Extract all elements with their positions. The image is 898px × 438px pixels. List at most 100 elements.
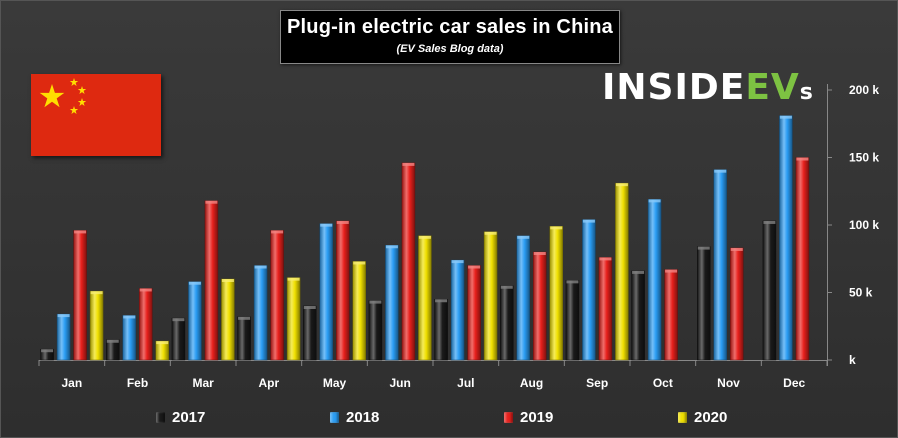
bar-cap <box>418 235 431 239</box>
bar-cap <box>188 281 201 285</box>
bar-cap <box>599 257 612 261</box>
bar-2017-aug <box>500 285 514 361</box>
bar-2017-oct <box>631 270 645 361</box>
bar-2017-mar <box>171 317 186 361</box>
bar-cap <box>57 314 70 318</box>
x-tick-label: Jul <box>457 376 474 390</box>
y-axis-ticks: k 50 k 100 k 150 k 200 k <box>849 83 879 367</box>
bar-cap <box>402 162 415 166</box>
bar-2017-jul <box>434 299 448 361</box>
bar-2019-dec <box>795 157 810 361</box>
bar-2019-jun <box>401 162 416 361</box>
bar-cap <box>451 260 464 264</box>
bar-cap <box>533 252 546 255</box>
legend-label: 2017 <box>172 408 206 426</box>
bar-2017-sep <box>565 280 580 361</box>
bar-2019-oct <box>664 269 678 361</box>
bar-cap <box>796 157 809 161</box>
bar-cap <box>303 306 316 309</box>
bar-2018-sep <box>582 219 596 361</box>
bar-cap <box>763 220 776 224</box>
bar-cap <box>550 226 563 230</box>
x-axis-labels: Jan Feb Mar Apr May Jun Jul Aug Sep Oct Nov Dec <box>61 376 805 390</box>
y-tick-label: 150 k <box>849 151 879 165</box>
bar-2019-sep <box>598 257 613 361</box>
bar-2019-aug <box>533 251 547 361</box>
flag-small-star-4 <box>69 106 79 114</box>
chart-bars <box>40 115 810 361</box>
legend-swatch <box>504 411 513 423</box>
bar-2019-nov <box>730 247 744 361</box>
x-tick-label: Mar <box>192 376 214 390</box>
bar-2020-sep <box>615 182 629 361</box>
bar-cap <box>484 231 497 235</box>
legend-label: 2020 <box>694 408 728 426</box>
chart-axes <box>38 84 832 366</box>
bar-2020-aug <box>549 226 563 361</box>
bar-cap <box>221 279 234 282</box>
bar-cap <box>369 300 382 304</box>
x-tick-label: Jun <box>389 376 410 390</box>
bar-cap <box>254 265 267 269</box>
legend-label: 2019 <box>520 408 554 426</box>
bar-2017-apr <box>237 316 251 361</box>
bar-2018-aug <box>516 235 530 361</box>
bar-2020-jul <box>483 231 498 361</box>
x-tick-label: Dec <box>783 376 805 390</box>
chart-subtitle: (EV Sales Blog data) <box>396 43 504 55</box>
bar-2018-jun <box>385 245 399 361</box>
flag-small-star-1 <box>69 78 79 86</box>
bar-cap <box>697 246 710 250</box>
legend-label: 2018 <box>346 408 380 426</box>
insideevs-logo: INSIDEEVs <box>602 67 814 108</box>
x-tick-label: Nov <box>717 376 740 390</box>
bar-cap <box>582 219 595 223</box>
bar-2018-may <box>319 223 333 361</box>
flag-small-star-2 <box>77 86 87 94</box>
x-tick-label: Apr <box>258 376 279 390</box>
bar-cap <box>123 315 136 319</box>
bar-cap <box>238 316 251 320</box>
y-tick-label: 100 k <box>849 218 879 232</box>
bar-2018-dec <box>779 115 793 361</box>
bar-2020-mar <box>221 278 235 361</box>
bar-2018-nov <box>713 169 727 361</box>
bar-cap <box>139 288 152 292</box>
bar-2017-dec <box>762 220 777 361</box>
bar-cap <box>336 220 349 224</box>
bar-2018-oct <box>647 199 662 361</box>
y-tick-label: 50 k <box>849 286 873 300</box>
legend-item-2018: 2018 <box>330 405 379 429</box>
bar-2019-may <box>336 220 350 361</box>
bar-2019-mar <box>204 200 219 361</box>
chart-title: Plug-in electric car sales in China <box>286 16 613 38</box>
bar-2017-feb <box>106 339 120 361</box>
bar-cap <box>632 270 645 274</box>
bar-cap <box>271 230 284 234</box>
bar-cap <box>320 223 333 227</box>
x-tick-label: Aug <box>520 376 543 390</box>
bar-2018-jan <box>56 313 71 361</box>
bar-2018-mar <box>188 281 202 361</box>
bar-cap <box>287 277 300 281</box>
bar-2017-jun <box>368 300 383 361</box>
legend-swatch <box>156 411 165 423</box>
bar-cap <box>468 265 481 269</box>
bar-cap <box>730 247 743 251</box>
bar-cap <box>615 183 628 187</box>
bar-2020-jun <box>418 235 432 361</box>
bar-cap <box>156 341 169 345</box>
chart-legend: 2017 2018 2019 2020 <box>1 405 897 429</box>
bar-cap <box>353 261 366 265</box>
title-box: Plug-in electric car sales in China (EV … <box>280 10 620 64</box>
legend-swatch <box>330 411 339 423</box>
bar-2018-feb <box>122 315 136 361</box>
bar-cap <box>779 115 792 119</box>
flag-big-star <box>39 84 65 108</box>
bar-cap <box>517 235 530 239</box>
bar-cap <box>172 318 185 322</box>
legend-item-2020: 2020 <box>678 405 727 429</box>
x-tick-label: Feb <box>127 376 148 390</box>
